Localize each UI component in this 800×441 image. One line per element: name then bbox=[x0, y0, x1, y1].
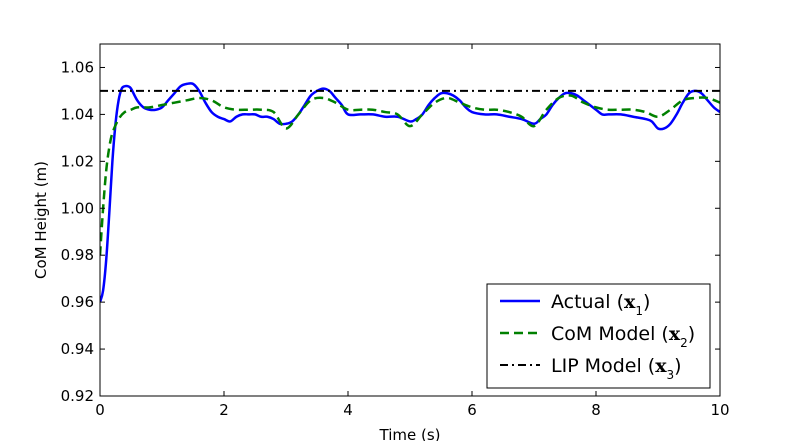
legend-state-symbol: x bbox=[655, 355, 667, 377]
y-tick-label: 0.92 bbox=[61, 387, 94, 405]
legend-series-name: Actual bbox=[551, 291, 611, 313]
y-tick-label: 0.94 bbox=[61, 340, 94, 358]
x-tick-label: 8 bbox=[591, 401, 601, 419]
legend-subscript: 3 bbox=[667, 368, 675, 382]
legend-paren-close: ) bbox=[674, 355, 681, 377]
y-tick-label: 1.06 bbox=[61, 58, 94, 76]
legend-paren-close: ) bbox=[688, 323, 695, 345]
legend-subscript: 1 bbox=[635, 304, 643, 318]
y-tick-label: 1.00 bbox=[61, 199, 94, 217]
x-tick-label: 0 bbox=[95, 401, 105, 419]
y-tick-label: 0.98 bbox=[61, 246, 94, 264]
series-line-2 bbox=[100, 94, 720, 256]
legend-paren-close: ) bbox=[643, 291, 650, 313]
x-tick-label: 4 bbox=[343, 401, 353, 419]
legend: Actual (x1)CoM Model (x2)LIP Model (x3) bbox=[486, 283, 711, 389]
legend-paren-open: ( bbox=[655, 323, 668, 345]
legend-series-name: LIP Model bbox=[551, 355, 642, 377]
legend-entry-3: LIP Model (x3) bbox=[551, 355, 682, 382]
x-tick-label: 6 bbox=[467, 401, 477, 419]
legend-series-name: CoM Model bbox=[551, 323, 655, 345]
plot-frame bbox=[99, 43, 721, 397]
y-tick-label: 1.04 bbox=[61, 105, 94, 123]
legend-paren-open: ( bbox=[611, 291, 624, 313]
legend-state-symbol: x bbox=[669, 323, 681, 345]
y-axis-label: CoM Height (m) bbox=[32, 161, 50, 279]
x-tick-label: 10 bbox=[710, 401, 729, 419]
x-axis: 0 2 4 6 8 10 bbox=[95, 44, 730, 419]
x-tick-label: 2 bbox=[219, 401, 229, 419]
series-layer bbox=[100, 82, 720, 303]
y-axis: 0.92 0.94 0.96 0.98 1.00 1.02 1.04 1.06 bbox=[61, 58, 720, 405]
y-tick-label: 1.02 bbox=[61, 152, 94, 170]
legend-subscript: 2 bbox=[680, 336, 688, 350]
legend-state-symbol: x bbox=[624, 291, 636, 313]
legend-entry-1: Actual (x1) bbox=[551, 291, 650, 318]
legend-entry-2: CoM Model (x2) bbox=[551, 323, 695, 350]
x-axis-label: Time (s) bbox=[379, 426, 441, 441]
y-tick-label: 0.96 bbox=[61, 293, 94, 311]
legend-paren-open: ( bbox=[642, 355, 655, 377]
